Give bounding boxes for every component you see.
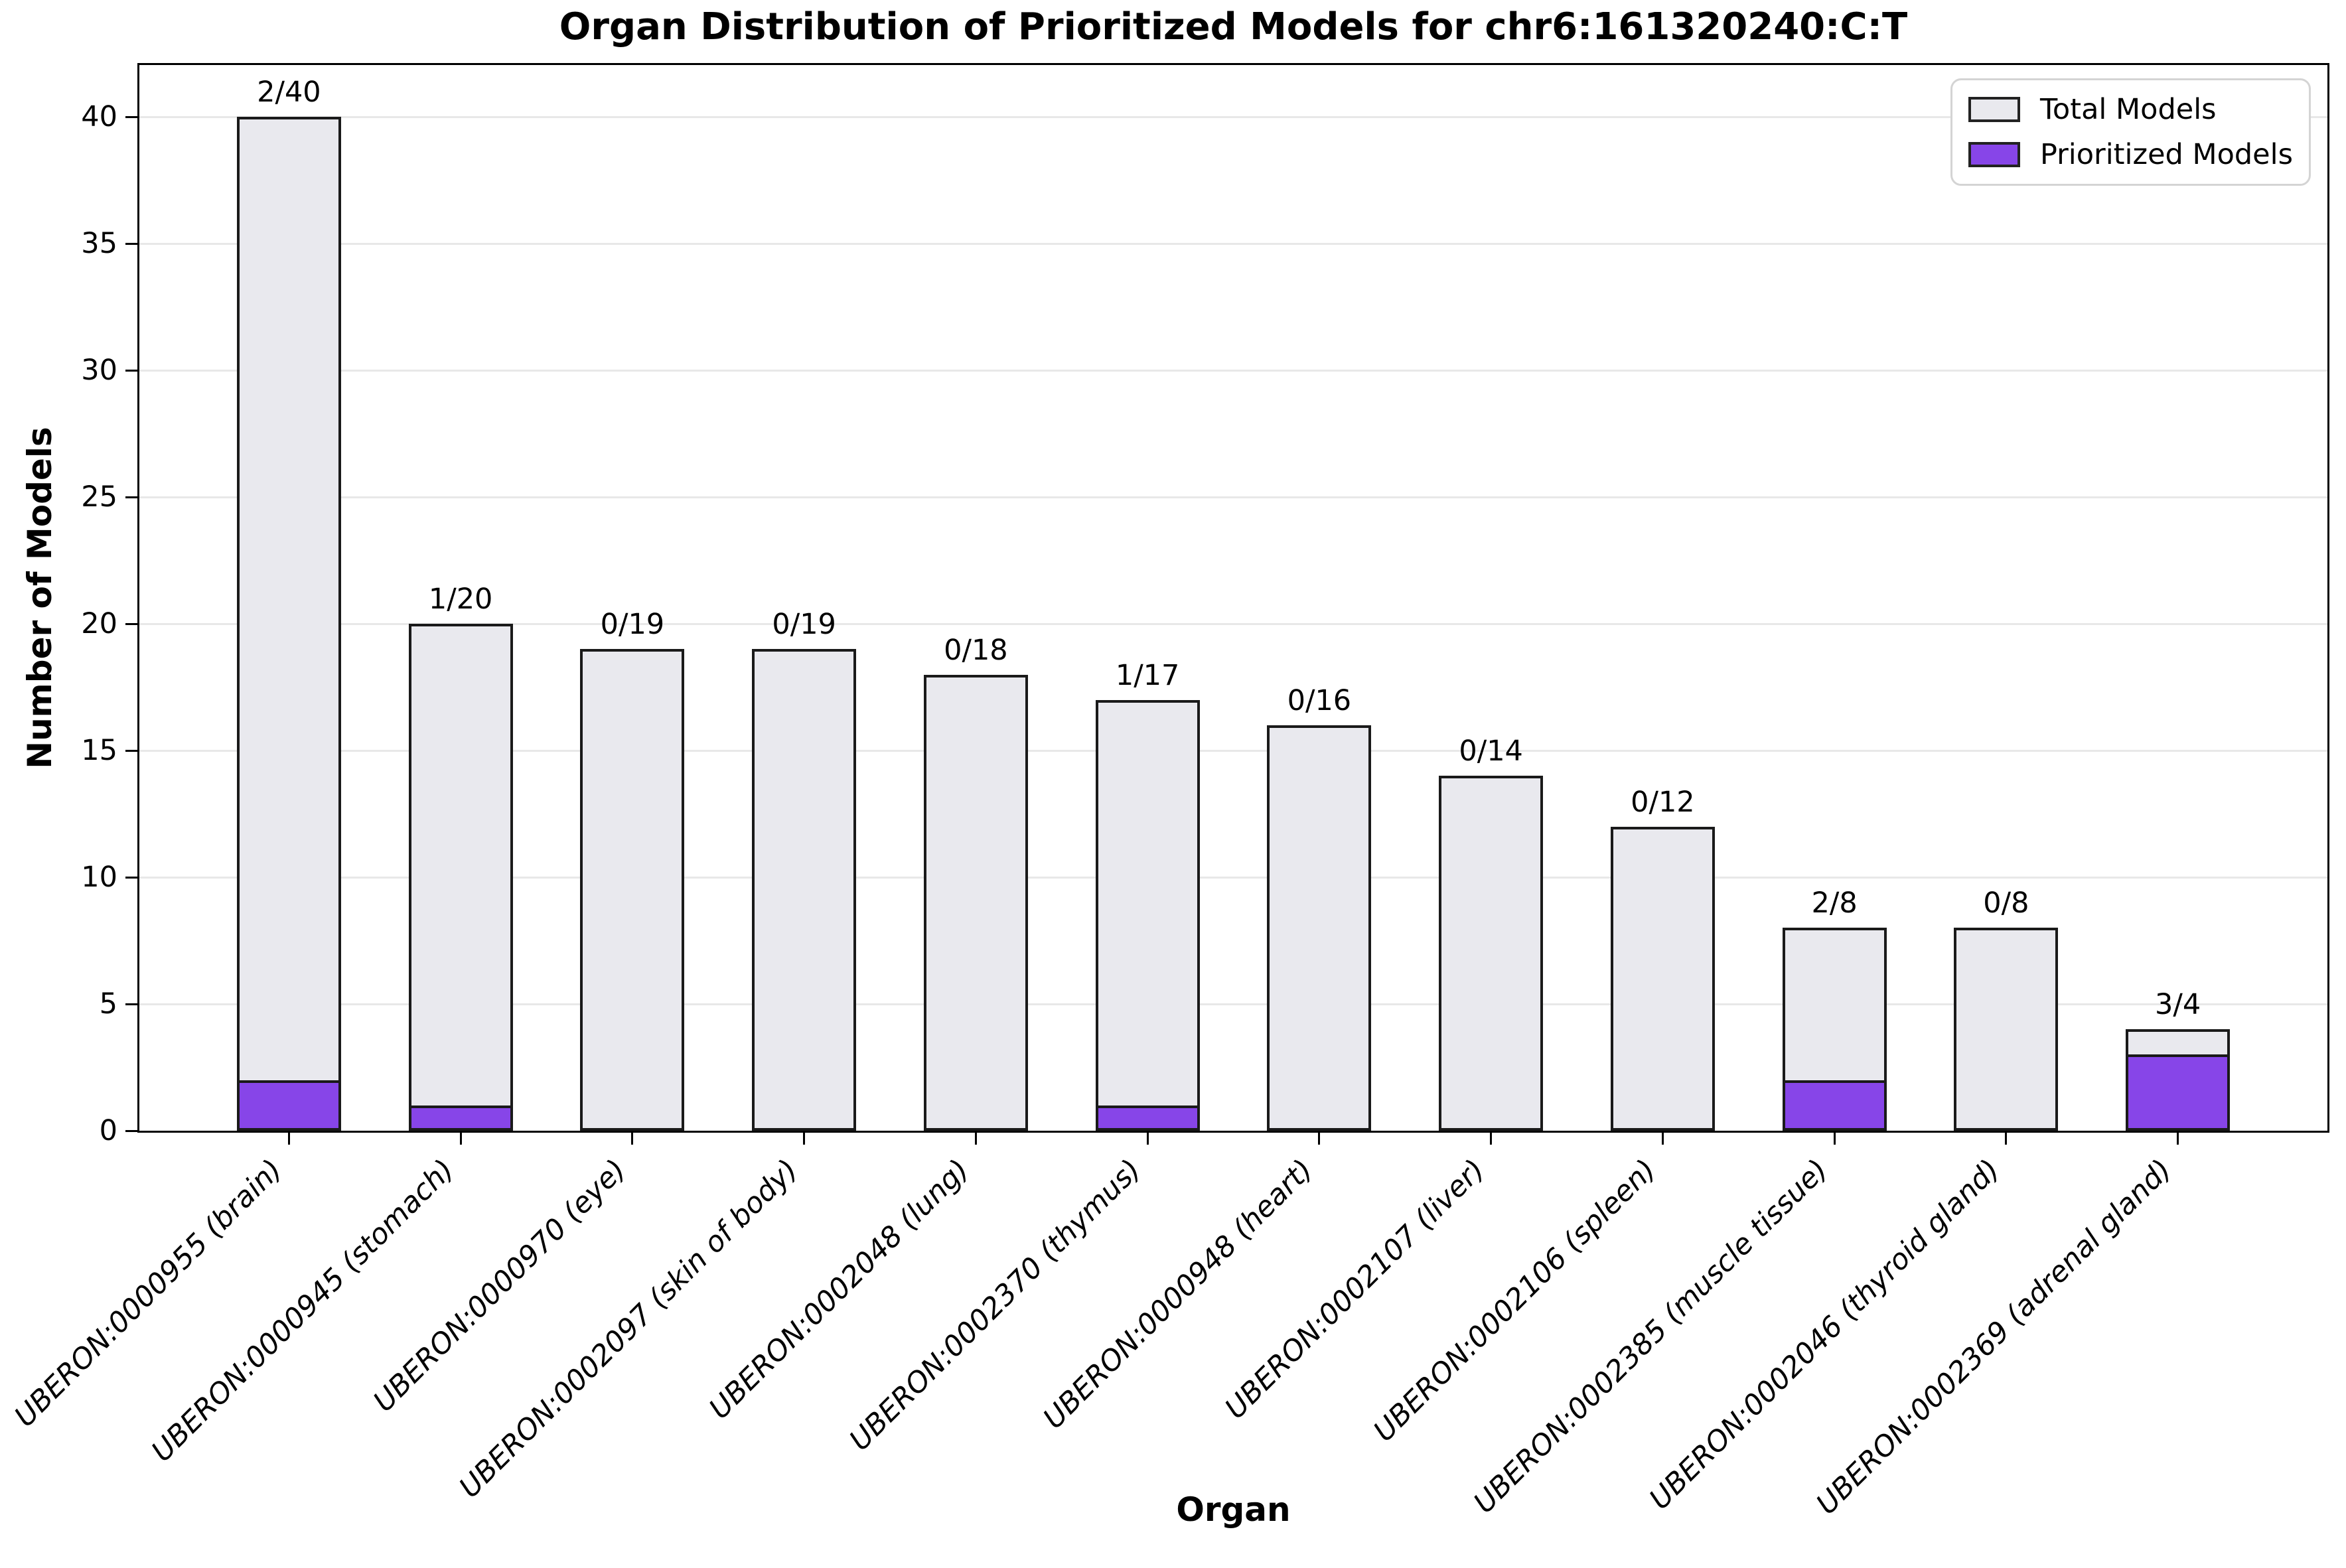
x-tick xyxy=(803,1133,806,1145)
legend-swatch-prioritized-models xyxy=(1968,142,2020,167)
bar-value-label: 0/16 xyxy=(1287,683,1352,717)
bar-total xyxy=(236,117,341,1131)
x-tick-label: UBERON:0002046 (thyroid gland) xyxy=(1643,1153,2006,1516)
bar-prioritized xyxy=(408,1105,513,1131)
legend-item-total-models: Total Models xyxy=(1968,91,2293,128)
bar-value-label: 3/4 xyxy=(2155,988,2201,1022)
x-tick xyxy=(974,1133,977,1145)
x-tick xyxy=(1833,1133,1836,1145)
bar-value-label: 1/20 xyxy=(428,583,493,616)
x-tick-label: UBERON:0002370 (thymus) xyxy=(843,1153,1148,1458)
y-tick-label: 25 xyxy=(81,480,117,514)
x-tick-label: UBERON:0002106 (spleen) xyxy=(1367,1153,1663,1449)
bar-prioritized xyxy=(2126,1054,2231,1131)
bar-total xyxy=(1610,826,1715,1131)
x-tick xyxy=(1146,1133,1149,1145)
gridline xyxy=(139,242,2327,245)
y-tick xyxy=(125,1129,137,1132)
x-tick-label: UBERON:0002369 (adrenal gland) xyxy=(1810,1153,2178,1522)
y-tick-label: 0 xyxy=(99,1114,117,1147)
bar-value-label: 0/14 xyxy=(1459,735,1523,768)
y-tick-label: 30 xyxy=(81,354,117,388)
legend-label-prioritized-models: Prioritized Models xyxy=(2039,138,2293,171)
y-tick xyxy=(125,242,137,245)
bar-total xyxy=(580,649,685,1131)
x-tick xyxy=(1490,1133,1493,1145)
gridline xyxy=(139,622,2327,625)
y-tick-label: 40 xyxy=(81,100,117,134)
bar-value-label: 2/40 xyxy=(257,76,321,109)
bar-total xyxy=(1267,725,1372,1131)
bar-total xyxy=(752,649,857,1131)
x-tick-label: UBERON:0000945 (stomach) xyxy=(145,1153,461,1468)
bar-total xyxy=(1439,776,1544,1131)
y-tick-label: 15 xyxy=(81,734,117,768)
bar-value-label: 2/8 xyxy=(1811,887,1858,920)
x-tick xyxy=(287,1133,290,1145)
x-tick xyxy=(1318,1133,1321,1145)
y-tick xyxy=(125,496,137,498)
bar-total xyxy=(1095,699,1200,1131)
legend-swatch-total-models xyxy=(1968,97,2020,122)
bar-value-label: 0/8 xyxy=(1983,887,2029,920)
y-tick xyxy=(125,749,137,752)
chart-title: Organ Distribution of Prioritized Models… xyxy=(559,5,1908,48)
y-tick xyxy=(125,876,137,879)
x-tick xyxy=(1661,1133,1664,1145)
x-tick xyxy=(459,1133,462,1145)
legend-item-prioritized-models: Prioritized Models xyxy=(1968,136,2293,173)
bar-total xyxy=(408,624,513,1131)
bar-value-label: 0/12 xyxy=(1631,785,1695,819)
bar-value-label: 1/17 xyxy=(1115,658,1180,692)
y-tick-label: 5 xyxy=(99,987,117,1021)
bar-prioritized xyxy=(1095,1105,1200,1131)
bar-prioritized xyxy=(236,1080,341,1131)
bar-prioritized xyxy=(1782,1080,1887,1131)
x-tick xyxy=(2005,1133,2008,1145)
legend: Total Models Prioritized Models xyxy=(1950,78,2311,186)
gridline xyxy=(139,496,2327,498)
bar-total xyxy=(923,674,1028,1131)
x-tick-label: UBERON:0002385 (muscle tissue) xyxy=(1467,1153,1835,1520)
y-tick-label: 10 xyxy=(81,861,117,894)
gridline xyxy=(139,369,2327,372)
x-axis-label: Organ xyxy=(1176,1490,1291,1529)
legend-label-total-models: Total Models xyxy=(2039,93,2217,126)
gridline xyxy=(139,115,2327,118)
y-axis-label: Number of Models xyxy=(21,427,59,769)
bar-value-label: 0/19 xyxy=(600,608,665,642)
x-tick-label: UBERON:0000955 (brain) xyxy=(8,1153,289,1434)
x-tick xyxy=(2177,1133,2179,1145)
gridline xyxy=(139,1003,2327,1005)
y-tick-label: 35 xyxy=(81,227,117,261)
plot-area: 2/40 1/20 0/19 0/19 0/18 1/17 0/16 0/14 0/12 2/8 0… xyxy=(137,63,2329,1133)
x-tick xyxy=(631,1133,634,1145)
x-tick-label: UBERON:0000948 (heart) xyxy=(1037,1153,1319,1436)
y-tick xyxy=(125,369,137,372)
gridline xyxy=(139,876,2327,879)
bar-value-label: 0/18 xyxy=(944,633,1008,667)
gridline xyxy=(139,749,2327,752)
y-tick xyxy=(125,622,137,625)
x-tick-label: UBERON:0002097 (skin of body) xyxy=(453,1153,804,1505)
bar-value-label: 0/19 xyxy=(772,608,836,642)
y-tick-label: 20 xyxy=(81,607,117,641)
bar-total xyxy=(1954,928,2059,1131)
y-tick xyxy=(125,1003,137,1005)
y-tick xyxy=(125,115,137,118)
